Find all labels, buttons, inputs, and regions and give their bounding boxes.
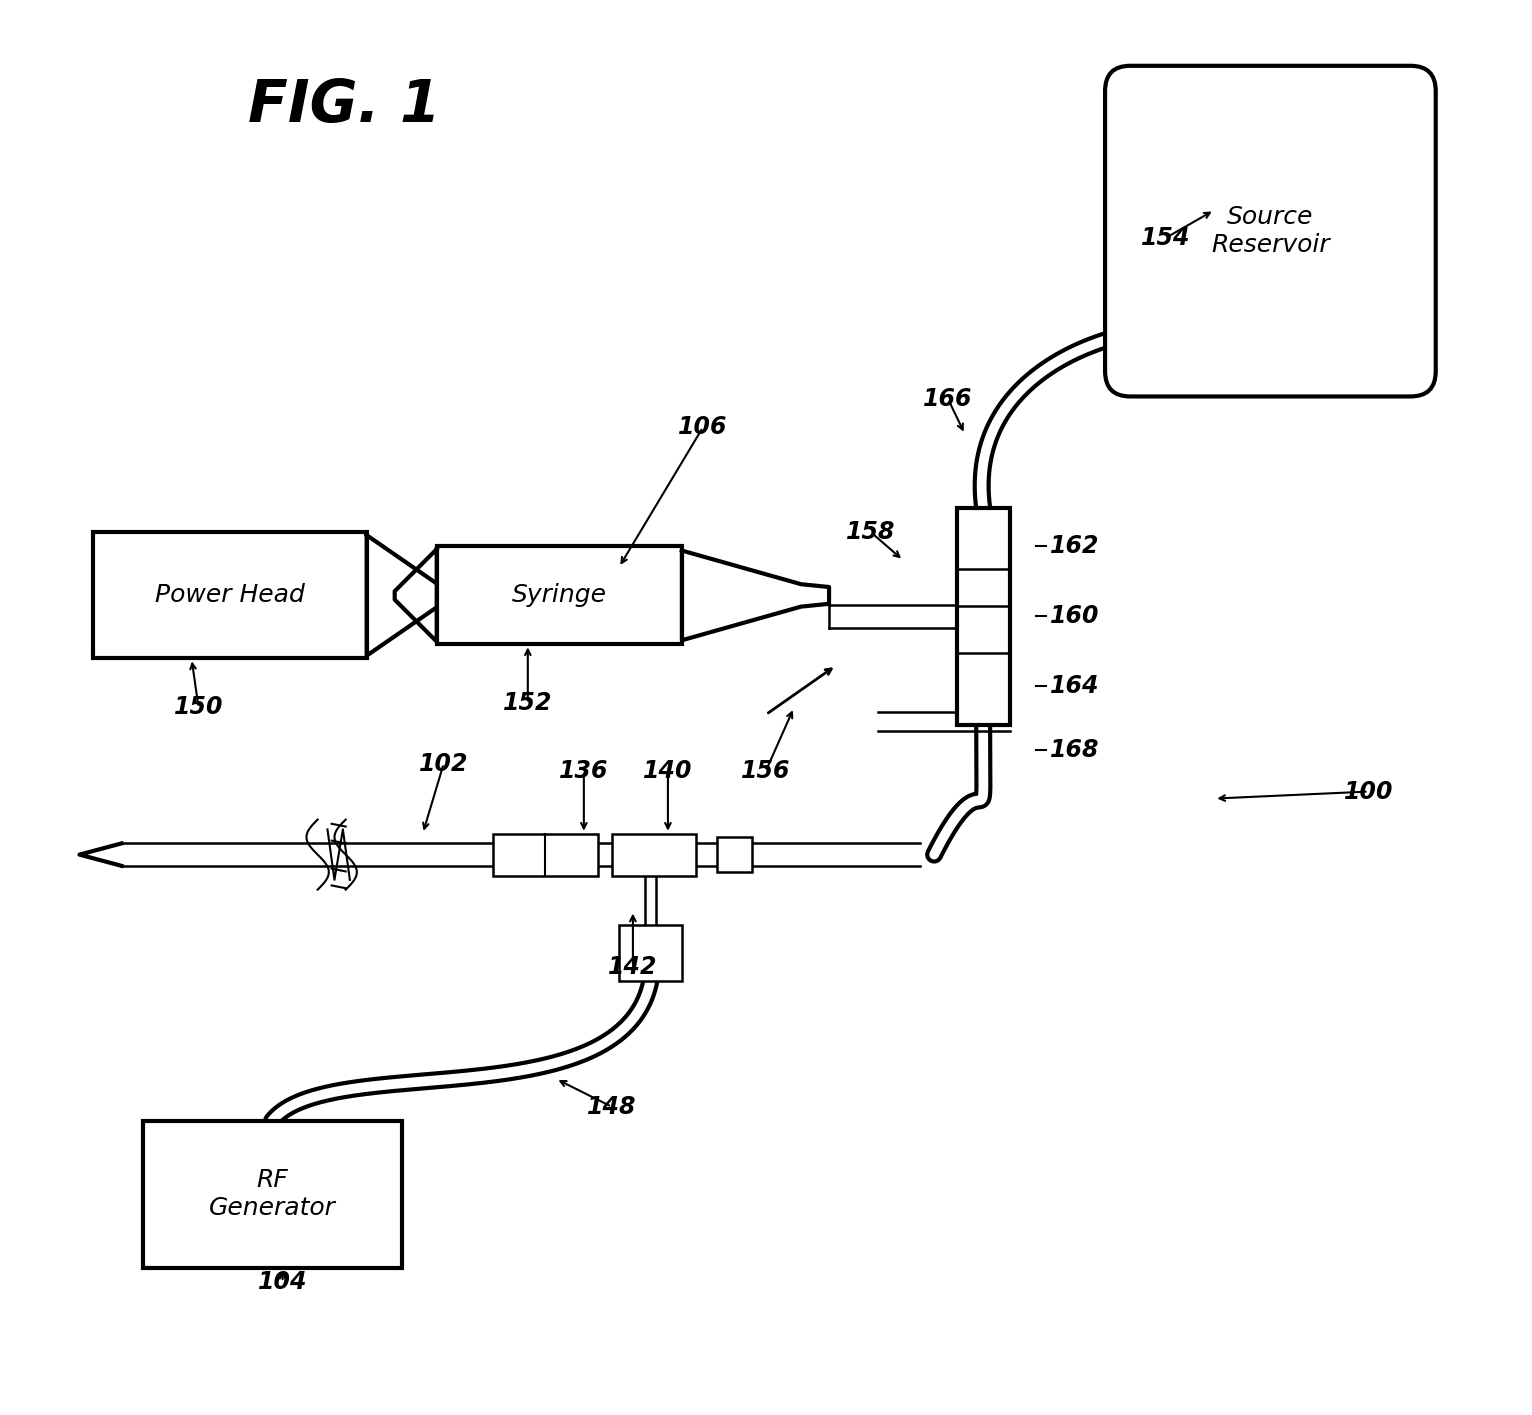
FancyBboxPatch shape — [956, 508, 1010, 724]
Text: 140: 140 — [643, 758, 692, 782]
FancyBboxPatch shape — [493, 833, 597, 876]
FancyBboxPatch shape — [611, 833, 696, 876]
Text: 156: 156 — [741, 758, 791, 782]
Text: 104: 104 — [257, 1269, 308, 1293]
Text: FIG. 1: FIG. 1 — [248, 76, 440, 133]
Text: 152: 152 — [502, 692, 553, 716]
Text: 150: 150 — [173, 696, 224, 719]
FancyBboxPatch shape — [437, 546, 682, 644]
Text: 162: 162 — [1049, 535, 1098, 559]
Polygon shape — [366, 535, 444, 655]
Text: 164: 164 — [1049, 675, 1098, 699]
Polygon shape — [80, 843, 121, 866]
Text: 154: 154 — [1140, 226, 1190, 250]
Text: 160: 160 — [1049, 604, 1098, 628]
FancyBboxPatch shape — [717, 838, 752, 872]
Polygon shape — [682, 550, 829, 640]
Text: 148: 148 — [587, 1095, 637, 1119]
FancyBboxPatch shape — [1105, 65, 1435, 396]
Text: Syringe: Syringe — [512, 583, 607, 607]
FancyBboxPatch shape — [93, 532, 366, 658]
Text: 168: 168 — [1049, 737, 1098, 761]
Text: 100: 100 — [1344, 780, 1393, 804]
Text: RF
Generator: RF Generator — [208, 1169, 336, 1220]
Text: 136: 136 — [559, 758, 608, 782]
Text: 106: 106 — [679, 415, 728, 439]
Text: 142: 142 — [608, 955, 657, 979]
Polygon shape — [395, 549, 437, 641]
Text: 158: 158 — [846, 521, 896, 545]
FancyBboxPatch shape — [142, 1121, 401, 1268]
Text: Source
Reservoir: Source Reservoir — [1212, 205, 1330, 258]
Text: 166: 166 — [924, 388, 973, 412]
Text: Power Head: Power Head — [155, 583, 305, 607]
Text: 102: 102 — [418, 751, 469, 775]
FancyBboxPatch shape — [619, 924, 682, 981]
